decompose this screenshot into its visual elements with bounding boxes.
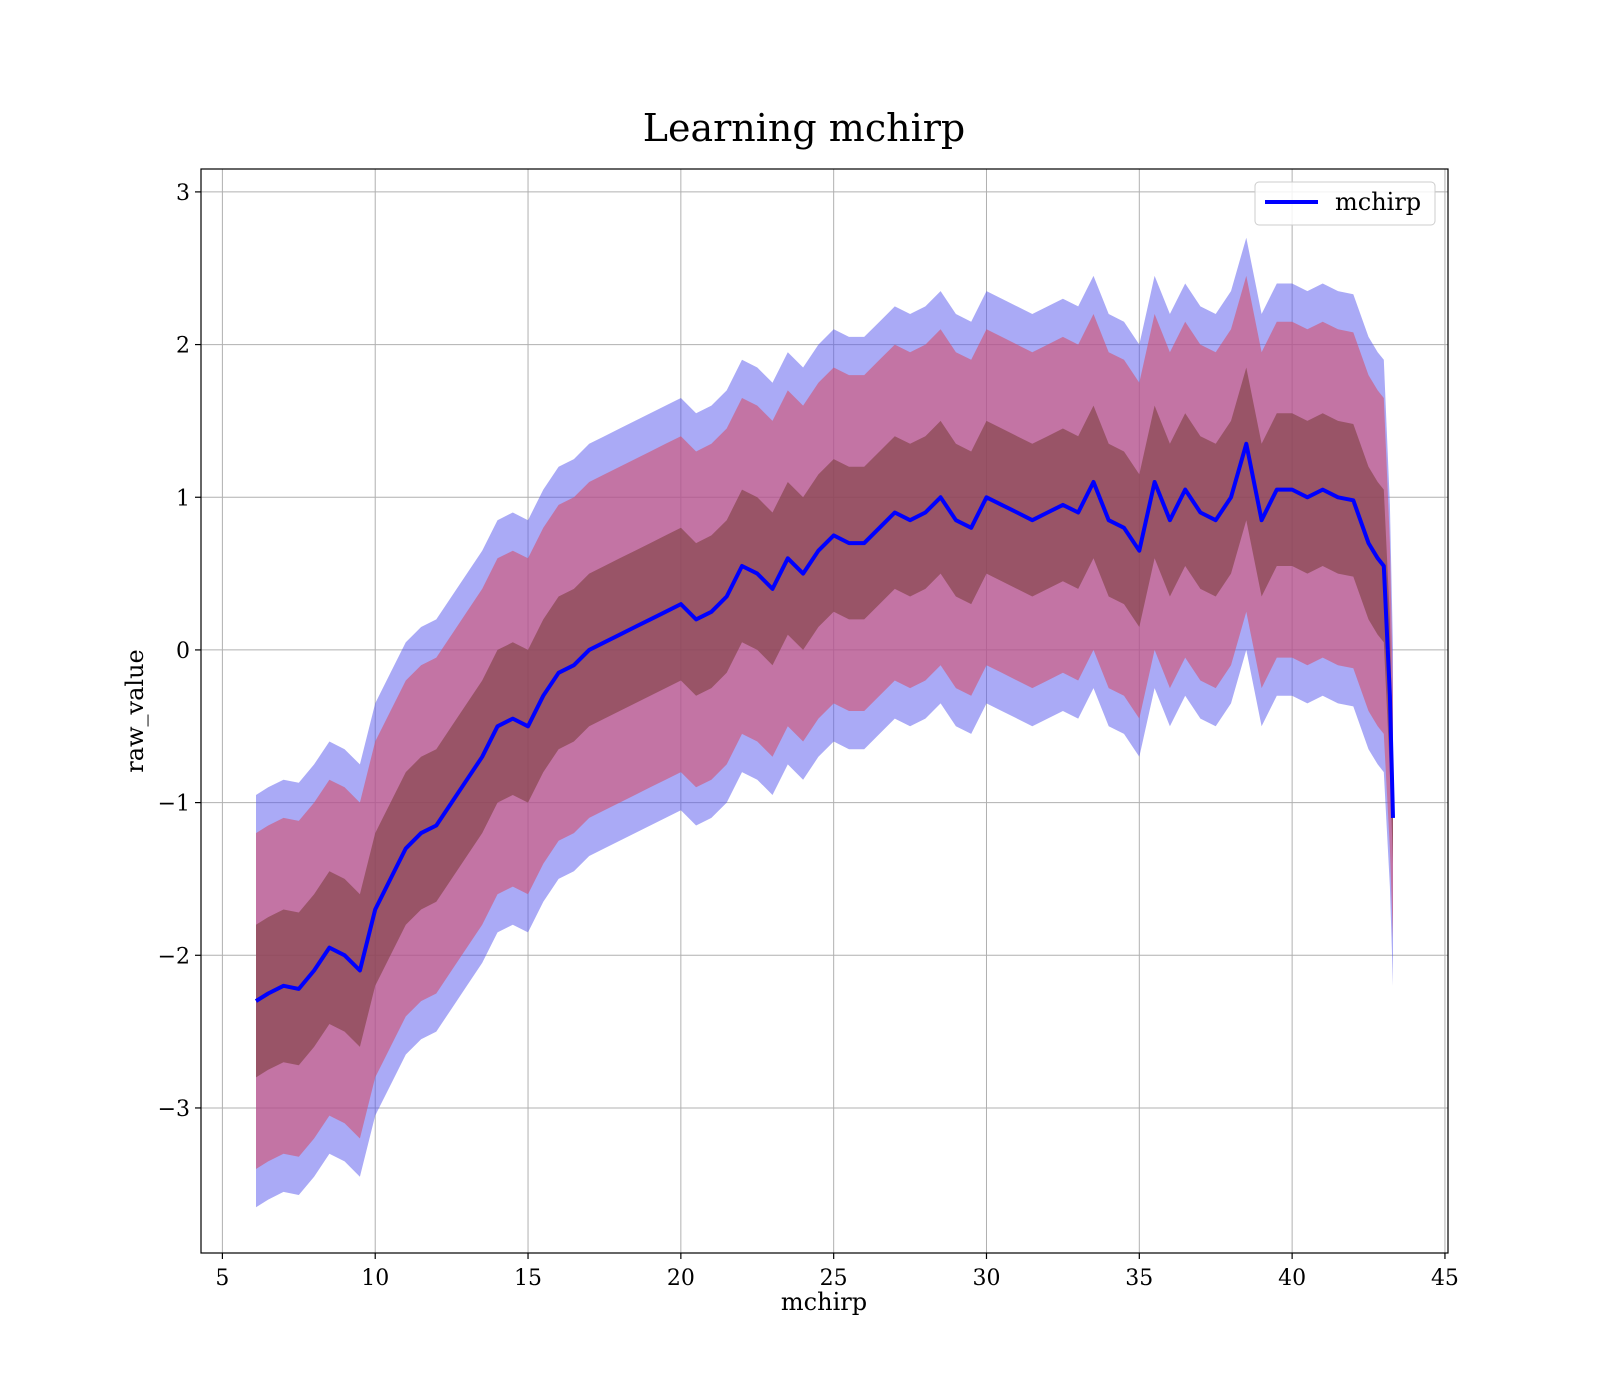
x-axis-ticks: 5 10 15 20 25 30 35 40 45	[215, 1253, 1459, 1291]
x-tick-label: 30	[972, 1266, 1000, 1291]
legend: mchirp	[1254, 181, 1436, 226]
y-axis-ticks: −3 −2 −1 0 1 2 3	[158, 181, 201, 1122]
y-tick-label: 0	[176, 639, 190, 664]
legend-label-mchirp: mchirp	[1335, 188, 1421, 216]
y-tick-label: −2	[158, 944, 190, 969]
uncertainty-bands	[256, 237, 1393, 1208]
x-tick-label: 20	[667, 1266, 695, 1291]
y-axis-label: raw_value	[121, 649, 149, 773]
y-tick-label: −1	[158, 792, 190, 817]
y-tick-label: −3	[158, 1097, 190, 1122]
plot-area-frame	[200, 168, 1449, 1254]
x-tick-label: 45	[1431, 1266, 1459, 1291]
x-tick-label: 35	[1125, 1266, 1153, 1291]
x-axis-label: mchirp	[781, 1288, 867, 1316]
x-tick-label: 15	[514, 1266, 542, 1291]
legend-box	[1254, 181, 1436, 226]
x-tick-label: 5	[215, 1266, 229, 1291]
y-tick-label: 2	[176, 334, 190, 359]
y-tick-label: 1	[176, 486, 190, 511]
x-tick-label: 10	[361, 1266, 389, 1291]
x-tick-label: 40	[1278, 1266, 1306, 1291]
inner-band	[256, 367, 1393, 1078]
series-line-mchirp	[254, 441, 1395, 1003]
x-tick-label: 25	[820, 1266, 848, 1291]
chart-title: Learning mchirp	[643, 106, 965, 150]
series-lines	[254, 441, 1395, 1003]
y-tick-label: 3	[176, 181, 190, 206]
